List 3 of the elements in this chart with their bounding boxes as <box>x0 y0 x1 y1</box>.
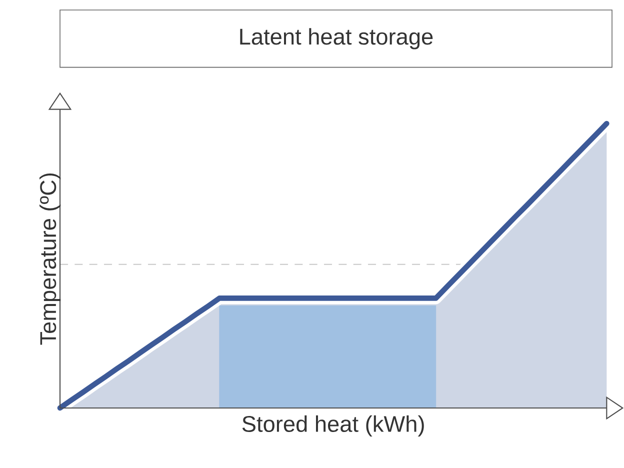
x-axis-title: Stored heat (kWh) <box>242 415 424 436</box>
y-axis-title: Temperature (ºC) <box>40 173 61 345</box>
chart-title: Latent heat storage <box>240 28 433 50</box>
